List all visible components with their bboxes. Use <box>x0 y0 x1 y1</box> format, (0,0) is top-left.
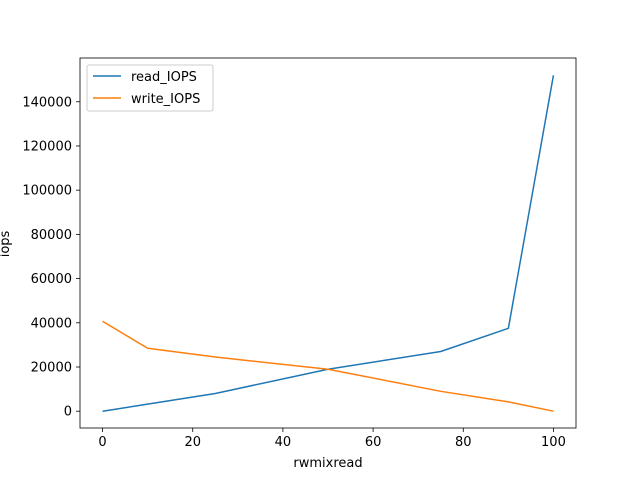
y-axis-label: iops <box>0 230 13 257</box>
plot-area: 0 20 40 60 80 100 0 20000 40000 60000 80000 100000 1… <box>22 57 577 450</box>
y-tick-label: 100000 <box>22 184 72 199</box>
x-tick-label: 60 <box>365 435 382 450</box>
x-tick-label: 20 <box>184 435 201 450</box>
legend-label-write_IOPS: write_IOPS <box>131 92 200 107</box>
y-tick-label: 80000 <box>31 228 72 243</box>
x-tick-label: 100 <box>541 435 566 450</box>
x-axis-label: rwmixread <box>293 456 362 471</box>
y-tick-label: 20000 <box>31 360 72 375</box>
y-tick-label: 120000 <box>22 139 72 154</box>
axes-frame <box>79 57 577 429</box>
y-tick-label: 0 <box>64 405 72 420</box>
x-tick-label: 0 <box>98 435 106 450</box>
series-line-write_IOPS <box>102 320 554 412</box>
x-tick-label: 40 <box>275 435 292 450</box>
y-tick-label: 40000 <box>31 316 72 331</box>
y-tick-label: 140000 <box>22 95 72 110</box>
legend-label-read_IOPS: read_IOPS <box>131 70 197 85</box>
y-tick-label: 60000 <box>31 272 72 287</box>
x-tick-label: 80 <box>455 435 472 450</box>
